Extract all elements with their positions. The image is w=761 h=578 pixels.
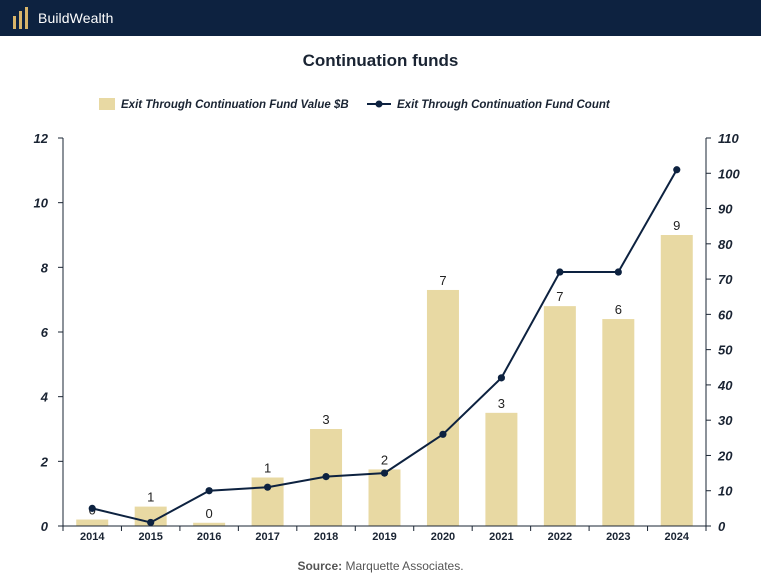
legend-swatch-value xyxy=(99,98,115,110)
count-point-2024 xyxy=(673,166,681,174)
x-tick-2019: 2019 xyxy=(372,531,396,543)
x-tick-2017: 2017 xyxy=(255,531,279,543)
bar-2022 xyxy=(543,306,576,526)
x-tick-2014: 2014 xyxy=(80,531,105,543)
y-right-tick-90: 90 xyxy=(718,202,733,217)
bar-2016 xyxy=(193,522,226,526)
x-tick-2020: 2020 xyxy=(431,531,455,543)
count-point-2015 xyxy=(147,518,155,527)
x-tick-2021: 2021 xyxy=(489,531,513,543)
bar-label-2023: 6 xyxy=(615,302,622,317)
legend-label-count: Exit Through Continuation Fund Count xyxy=(397,99,611,111)
count-point-2023 xyxy=(614,268,622,276)
y-right-tick-100: 100 xyxy=(718,166,740,181)
x-tick-2015: 2015 xyxy=(138,531,162,543)
bar-label-2021: 3 xyxy=(498,396,505,411)
source-note: Source: Marquette Associates. xyxy=(0,559,761,573)
bar-label-2017: 1 xyxy=(264,461,271,476)
y-left-tick-8: 8 xyxy=(41,260,49,275)
count-point-2017 xyxy=(263,483,272,491)
y-left-tick-10: 10 xyxy=(34,196,49,211)
y-right-tick-50: 50 xyxy=(718,343,733,358)
bar-label-2024: 9 xyxy=(673,218,680,233)
bar-label-2016: 0 xyxy=(206,506,213,521)
y-right-tick-0: 0 xyxy=(718,519,726,534)
y-left-tick-2: 2 xyxy=(40,454,49,469)
source-label: Source: xyxy=(297,559,343,573)
y-right-tick-60: 60 xyxy=(718,307,733,322)
buildwealth-logo-icon xyxy=(13,7,28,29)
bar-2019 xyxy=(368,469,401,526)
x-tick-2018: 2018 xyxy=(314,531,338,543)
y-right-tick-70: 70 xyxy=(718,272,733,287)
count-point-2019 xyxy=(380,469,389,477)
legend-marker-count xyxy=(375,100,383,108)
bar-label-2020: 7 xyxy=(439,273,446,288)
bar-label-2018: 3 xyxy=(322,412,329,427)
y-left-tick-0: 0 xyxy=(41,519,49,534)
legend-label-value: Exit Through Continuation Fund Value $B xyxy=(121,99,349,111)
count-point-2021 xyxy=(497,374,506,382)
y-right-tick-110: 110 xyxy=(718,131,739,146)
bar-label-2015: 1 xyxy=(147,490,154,505)
y-left-tick-6: 6 xyxy=(41,325,49,340)
bar-label-2022: 7 xyxy=(556,289,563,304)
header-bar: BuildWealth xyxy=(0,0,761,36)
x-tick-2023: 2023 xyxy=(606,531,630,543)
bar-2014 xyxy=(76,519,109,526)
count-point-2014 xyxy=(88,504,96,512)
y-right-tick-20: 20 xyxy=(717,448,733,463)
brand-name: BuildWealth xyxy=(38,10,114,26)
y-right-tick-30: 30 xyxy=(718,413,733,428)
bar-2020 xyxy=(426,289,459,526)
y-right-tick-80: 80 xyxy=(718,237,733,252)
bar-2024 xyxy=(660,235,693,526)
bar-2023 xyxy=(602,319,635,526)
count-point-2018 xyxy=(322,473,330,481)
x-tick-2024: 2024 xyxy=(665,531,690,543)
count-point-2022 xyxy=(556,268,564,276)
bar-label-2019: 2 xyxy=(381,452,388,467)
x-tick-2016: 2016 xyxy=(197,531,221,543)
y-right-tick-40: 40 xyxy=(717,378,733,393)
count-point-2016 xyxy=(205,487,213,495)
bar-2021 xyxy=(485,412,518,526)
y-left-tick-12: 12 xyxy=(34,131,49,146)
chart-title: Continuation funds xyxy=(302,51,459,70)
y-left-tick-4: 4 xyxy=(40,390,49,405)
x-tick-2022: 2022 xyxy=(548,531,572,543)
count-point-2020 xyxy=(439,430,447,438)
source-text: Marquette Associates. xyxy=(345,559,464,573)
y-right-tick-10: 10 xyxy=(718,484,733,499)
